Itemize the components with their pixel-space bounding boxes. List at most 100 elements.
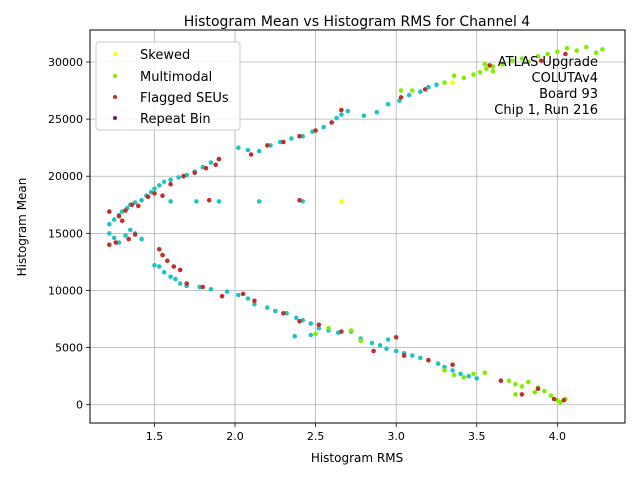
- data-point-multimodal: [451, 372, 457, 378]
- data-point-flagged: [240, 291, 246, 297]
- y-tick-label: 15000: [48, 227, 83, 240]
- legend-marker-skewed: [113, 52, 117, 56]
- data-point-flagged: [184, 281, 189, 286]
- data-point-multimodal: [442, 80, 447, 85]
- data-point-normal: [316, 325, 322, 331]
- data-point-flagged: [297, 319, 302, 324]
- data-point-flagged: [265, 143, 270, 148]
- data-point-flagged: [200, 284, 206, 290]
- y-tick-label: 0: [76, 399, 83, 412]
- data-point-normal: [123, 233, 128, 238]
- data-point-normal: [268, 143, 273, 148]
- data-point-flagged: [297, 133, 302, 139]
- data-point-flagged: [132, 232, 138, 237]
- data-point-normal: [194, 199, 199, 204]
- data-point-normal: [374, 110, 380, 115]
- data-point-normal: [265, 305, 270, 310]
- data-point-flagged: [401, 353, 407, 358]
- data-point-multimodal: [526, 59, 531, 65]
- data-point-normal: [393, 348, 399, 354]
- data-point-multimodal: [600, 47, 605, 52]
- data-point-flagged: [192, 170, 197, 176]
- data-point-flagged: [297, 197, 302, 203]
- data-point-normal: [377, 343, 383, 348]
- x-tick-label: 4.0: [549, 430, 567, 443]
- data-point-flagged: [213, 162, 218, 168]
- data-point-flagged: [450, 362, 455, 368]
- data-point-normal: [152, 263, 157, 268]
- data-point-flagged: [160, 193, 165, 198]
- y-tick-label: 5000: [55, 342, 83, 355]
- data-point-flagged: [561, 397, 567, 403]
- data-point-flagged: [219, 293, 225, 299]
- data-point-multimodal: [477, 70, 483, 75]
- data-point-multimodal: [509, 58, 515, 64]
- data-point-flagged: [107, 209, 112, 214]
- legend-label-flagged: Flagged SEUs: [140, 91, 229, 106]
- data-point-normal: [116, 240, 122, 245]
- data-point-normal: [132, 200, 138, 205]
- x-axis-label: Histogram RMS: [311, 451, 403, 465]
- data-point-multimodal: [574, 48, 579, 53]
- data-point-flagged: [181, 173, 186, 179]
- data-point-normal: [107, 231, 112, 236]
- data-point-normal: [321, 124, 327, 130]
- x-tick-label: 2.0: [226, 430, 244, 443]
- legend-label-multimodal: Multimodal: [140, 70, 212, 85]
- data-point-flagged: [136, 203, 141, 209]
- data-point-multimodal: [506, 378, 512, 384]
- data-point-normal: [450, 368, 455, 373]
- annotation-block: ATLAS Upgrade COLUTAv4 Board 93 Chip 1, …: [494, 55, 598, 118]
- annotation-line: Board 93: [539, 87, 598, 102]
- annotation-line: Chip 1, Run 216: [494, 103, 598, 118]
- data-point-multimodal: [398, 88, 404, 93]
- data-point-multimodal: [461, 75, 467, 81]
- data-point-multimodal: [526, 379, 531, 385]
- data-point-normal: [216, 199, 222, 204]
- legend-label-skewed: Skewed: [140, 48, 190, 63]
- data-point-flagged: [119, 218, 125, 224]
- data-point-multimodal: [545, 51, 550, 57]
- data-point-normal: [418, 89, 423, 94]
- data-point-flagged: [171, 264, 177, 269]
- legend-label-repeat-bin: Repeat Bin: [140, 112, 211, 127]
- data-point-normal: [139, 236, 144, 242]
- data-point-flagged: [129, 202, 135, 208]
- data-point-flagged: [538, 58, 544, 64]
- legend-marker-repeat-bin: [113, 116, 117, 120]
- chart-title: Histogram Mean vs Histogram RMS for Chan…: [184, 14, 531, 30]
- data-point-multimodal: [532, 389, 538, 395]
- data-point-normal: [256, 199, 262, 204]
- legend: Skewed Multimodal Flagged SEUs Repeat Bi…: [95, 41, 241, 131]
- data-point-multimodal: [326, 325, 331, 331]
- data-point-multimodal: [558, 400, 563, 405]
- x-tick-label: 1.5: [146, 430, 164, 443]
- data-point-normal: [161, 269, 167, 275]
- x-tick-label: 3.0: [387, 430, 405, 443]
- data-point-normal: [256, 148, 262, 154]
- data-point-flagged: [165, 258, 170, 264]
- legend-marker-flagged: [113, 95, 117, 99]
- axis-ticks: 1.5 2.0 2.5 3.0 3.5 4.0 0 5000 10000 15000 20000 25…: [48, 56, 566, 443]
- data-point-flagged: [281, 139, 286, 145]
- data-point-normal: [308, 321, 314, 326]
- data-point-flagged: [157, 247, 162, 252]
- data-point-multimodal: [482, 62, 488, 67]
- y-tick-label: 30000: [48, 56, 83, 69]
- data-point-normal: [384, 346, 389, 352]
- data-point-flagged: [216, 156, 222, 162]
- data-point-multimodal: [471, 72, 476, 77]
- data-point-normal: [208, 160, 214, 165]
- data-point-normal: [361, 113, 367, 118]
- data-point-normal: [426, 84, 431, 90]
- data-point-multimodal: [461, 375, 467, 380]
- annotation-line: ATLAS Upgrade: [498, 55, 598, 70]
- data-point-flagged: [339, 107, 344, 113]
- data-point-flagged: [252, 298, 257, 304]
- data-point-normal: [139, 197, 144, 203]
- data-point-multimodal: [484, 66, 489, 72]
- data-point-normal: [410, 353, 415, 358]
- data-point-flagged: [398, 95, 404, 100]
- data-point-flagged: [152, 191, 157, 196]
